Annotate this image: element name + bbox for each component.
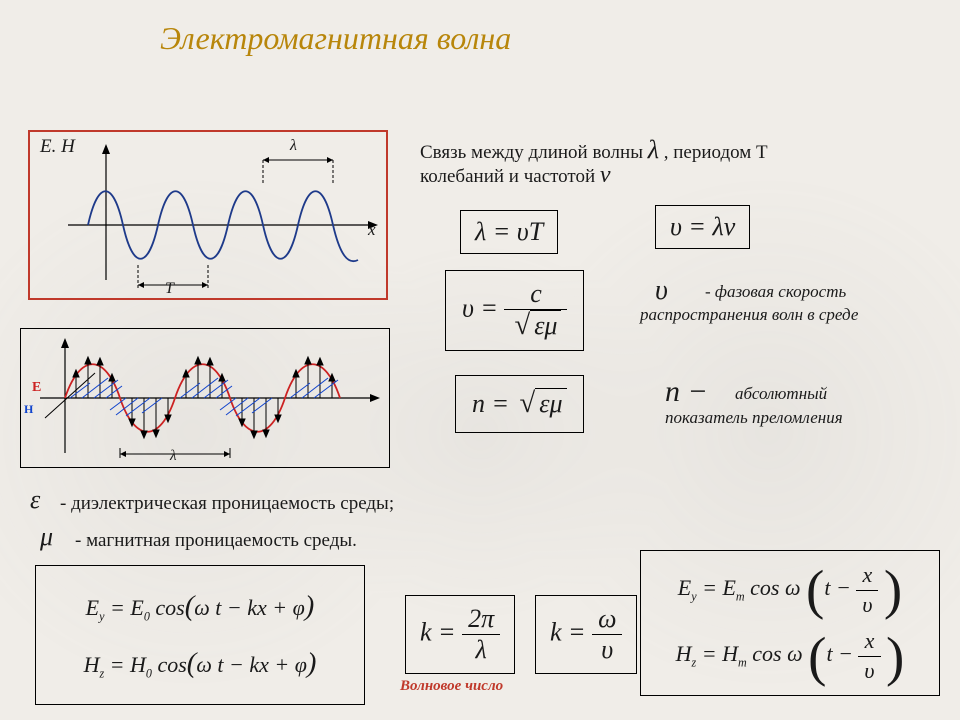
eps-text: - диэлектрическая проницаемость среды; (60, 493, 394, 515)
n-symbol: n − (665, 375, 708, 409)
formula-lambda-vT: λ = υT (460, 210, 558, 254)
diagram2-lambda: λ (170, 448, 177, 465)
formula-EH-kx: Ey = E0 cos(ω t − kx + φ) Hz = H0 cos(ω … (35, 565, 365, 705)
formula-n-rad: εμ (535, 388, 566, 419)
formula-v-rad: εμ (530, 310, 561, 341)
formula-k-2pi-num: 2π (462, 604, 500, 635)
formula-v-c-sqrt: υ = c εμ (445, 270, 584, 351)
n-text1: абсолютный (735, 384, 827, 404)
n-text2: показатель преломления (665, 408, 843, 428)
phase-vel-symbol: υ (655, 275, 668, 307)
phase-vel-text1: - фазовая скорость (705, 282, 846, 302)
relation-line1b: , периодом Т (664, 142, 768, 163)
diagram1-x-label: x (368, 220, 376, 240)
formula-v-lambda-nu: υ = λν (655, 205, 750, 249)
formula-k-omega-num: ω (592, 604, 622, 635)
formula-k-omega-lhs: k = (550, 617, 586, 646)
mu-symbol: μ (40, 522, 53, 552)
formula-k-2pi-den: λ (462, 635, 500, 665)
mu-text: - магнитная проницаемость среды. (75, 530, 357, 552)
page-title: Электромагнитная волна (160, 20, 511, 57)
formula-k-2pi-lhs: k = (420, 617, 456, 646)
formula-Hz-txv: Hz = Hm cos ω (t − xυ ) (649, 627, 931, 685)
relation-line2: колебаний и частотой ν (420, 162, 611, 189)
diagram2-H-label: H (24, 402, 33, 417)
relation-line1a: Связь между длиной волны (420, 142, 648, 163)
formula-Ey-txv: Ey = Em cos ω (t − xυ ) (649, 561, 931, 619)
formula-Ey-kx: Ey = E0 cos(ω t − kx + φ) (46, 578, 354, 635)
formula-v-num: c (504, 279, 567, 310)
formula-n-sqrt: n = εμ (455, 375, 584, 433)
wave-diagram-2 (20, 328, 390, 468)
diagram1-period: T (165, 280, 174, 298)
formula-k-2pi: k = 2π λ (405, 595, 515, 674)
diagram1-y-label: E. H (40, 136, 75, 158)
formula-n-lhs: n = (472, 389, 509, 418)
wave-diagram-1 (28, 130, 388, 300)
diagram2-E-label: E (32, 380, 41, 396)
wave-number-caption: Волновое число (400, 678, 503, 695)
relation-lambda: λ (648, 135, 659, 164)
formula-EH-txv: Ey = Em cos ω (t − xυ ) Hz = Hm cos ω (t… (640, 550, 940, 696)
diagram1-lambda: λ (290, 137, 297, 155)
relation-line2-text: колебаний и частотой (420, 166, 600, 187)
formula-v-lhs: υ = (462, 293, 498, 322)
formula-lambda-vT-text: λ = υT (475, 217, 543, 246)
formula-k-omega-den: υ (592, 635, 622, 665)
formula-Hz-kx: Hz = H0 cos(ω t − kx + φ) (46, 635, 354, 692)
eps-symbol: ε (30, 485, 40, 515)
title-text: Электромагнитная волна (160, 20, 511, 56)
relation-line1: Связь между длиной волны λ , периодом Т (420, 135, 768, 165)
formula-v-lambda-nu-text: υ = λν (670, 212, 735, 241)
formula-k-omega: k = ω υ (535, 595, 637, 674)
relation-nu: ν (600, 162, 611, 188)
phase-vel-text2: распространения волн в среде (640, 305, 858, 325)
